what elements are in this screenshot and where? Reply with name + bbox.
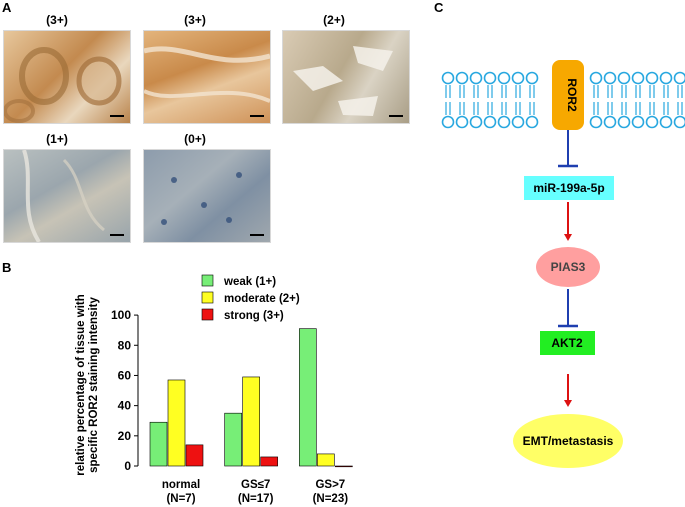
bar: [167, 379, 186, 467]
mirna-label: miR-199a-5p: [533, 181, 604, 195]
lipid-head: [659, 115, 673, 129]
micrograph-image: [143, 30, 271, 124]
activation-arrowhead: [564, 234, 572, 241]
lipid-head: [469, 115, 483, 129]
lipid-head: [645, 115, 659, 129]
panel-letter-b: B: [2, 260, 12, 275]
bar: [185, 444, 204, 467]
lipid-head: [617, 115, 631, 129]
ror2-label: ROR2: [565, 78, 579, 112]
y-tick-label: 100: [111, 308, 131, 322]
emt-metastasis-node: [513, 414, 623, 468]
lipid-head: [603, 71, 617, 85]
legend-label: moderate (2+): [224, 293, 300, 305]
bar: [299, 328, 317, 467]
lipid-head: [631, 115, 645, 129]
lipid-head: [673, 115, 685, 129]
pias3-node: [536, 247, 600, 287]
emt-metastasis-label: EMT/metastasis: [523, 434, 614, 448]
lipid-head: [483, 71, 497, 85]
bar: [242, 376, 260, 467]
grade-label: (3+): [46, 13, 68, 27]
micrograph-image: [282, 30, 410, 124]
y-axis-label: relative percentage of tissue withspecif…: [75, 294, 100, 476]
grade-label: (2+): [323, 13, 345, 27]
lipid-head: [673, 71, 685, 85]
micrograph-image: [143, 149, 271, 243]
x-category-label: (N=17): [238, 493, 274, 505]
lipid-head: [617, 71, 631, 85]
lipid-head: [525, 115, 539, 129]
lipid-head: [589, 71, 603, 85]
legend-swatch: [201, 291, 214, 304]
legend-label: weak (1+): [223, 276, 276, 288]
lipid-head: [497, 71, 511, 85]
y-tick-label: 80: [118, 338, 132, 352]
legend-swatch: [201, 274, 214, 287]
bar: [335, 465, 353, 468]
grade-label: (0+): [184, 132, 206, 146]
micrograph-image: [3, 30, 131, 124]
mirna-box: [524, 176, 614, 200]
x-category-label: GS>7: [315, 479, 345, 491]
lipid-head: [455, 115, 469, 129]
legend-swatch: [201, 308, 214, 321]
x-category-label: (N=23): [313, 493, 349, 505]
staining-bar-chart: 0 20 40 60 80 100 relative percentage of tissu…: [75, 274, 353, 505]
lipid-head: [441, 115, 455, 129]
grade-label: (3+): [184, 13, 206, 27]
lipid-head: [483, 115, 497, 129]
x-category-label: (N=7): [166, 493, 195, 505]
lipid-head: [589, 115, 603, 129]
panel-letter-c: C: [434, 0, 444, 15]
lipid-head: [497, 115, 511, 129]
panel-letter-a: A: [2, 0, 12, 15]
pias3-label: PIAS3: [551, 260, 586, 274]
bar: [317, 453, 335, 467]
bar: [224, 412, 242, 467]
lipid-head: [511, 115, 525, 129]
x-category-label: normal: [162, 479, 200, 491]
lipid-head: [441, 71, 455, 85]
akt2-label: AKT2: [551, 336, 583, 350]
lipid-head: [645, 71, 659, 85]
y-tick-label: 0: [124, 459, 131, 473]
y-tick-label: 20: [118, 429, 132, 443]
lipid-head: [659, 71, 673, 85]
x-category-label: GS≤7: [241, 479, 270, 491]
lipid-head: [455, 71, 469, 85]
legend-label: strong (3+): [224, 310, 284, 322]
lipid-head: [603, 115, 617, 129]
lipid-head: [469, 71, 483, 85]
akt2-box: [540, 331, 595, 355]
lipid-head: [631, 71, 645, 85]
bar: [260, 456, 278, 467]
pathway-diagram: ROR2 miR-199a-5p PIAS3 AKT2 EMT/metastas…: [441, 60, 685, 468]
y-tick-label: 60: [118, 368, 132, 382]
ror2-receptor: [552, 60, 584, 130]
micrograph-image: [3, 149, 131, 243]
activation-arrowhead: [564, 400, 572, 407]
bar: [149, 421, 168, 467]
y-tick-label: 40: [118, 399, 132, 413]
grade-label: (1+): [46, 132, 68, 146]
lipid-head: [525, 71, 539, 85]
cell-membrane: [441, 71, 685, 129]
lipid-head: [511, 71, 525, 85]
